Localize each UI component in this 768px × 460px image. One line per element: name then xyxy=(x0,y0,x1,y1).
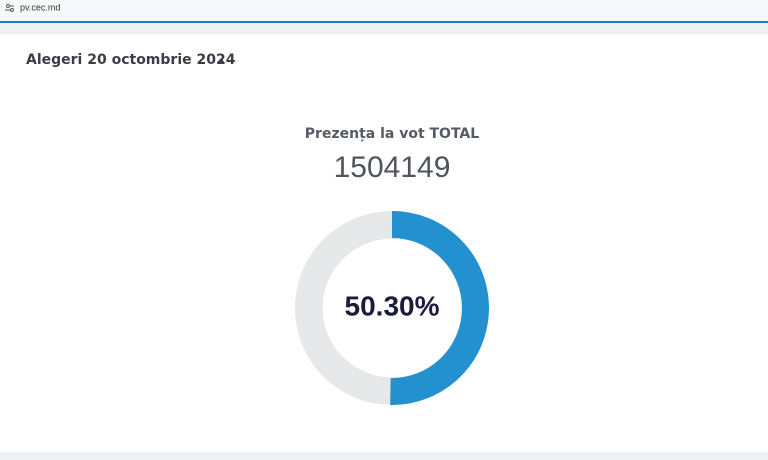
caret[interactable] xyxy=(217,58,225,63)
bottom-band xyxy=(0,452,768,460)
top-band xyxy=(0,23,768,34)
percent-label: 50.30% xyxy=(345,290,440,321)
load-bar xyxy=(0,21,768,23)
chart-title: Prezența la vot TOTAL xyxy=(305,126,479,142)
address-bar xyxy=(0,0,768,22)
total-votes: 1504149 xyxy=(334,151,451,184)
election-title[interactable]: Alegeri 20 octombrie 2024 xyxy=(26,52,236,68)
donut-arc xyxy=(390,211,489,405)
url[interactable]: pv.cec.md xyxy=(20,2,60,12)
donut-hole xyxy=(321,237,463,379)
site-icon xyxy=(5,4,14,12)
